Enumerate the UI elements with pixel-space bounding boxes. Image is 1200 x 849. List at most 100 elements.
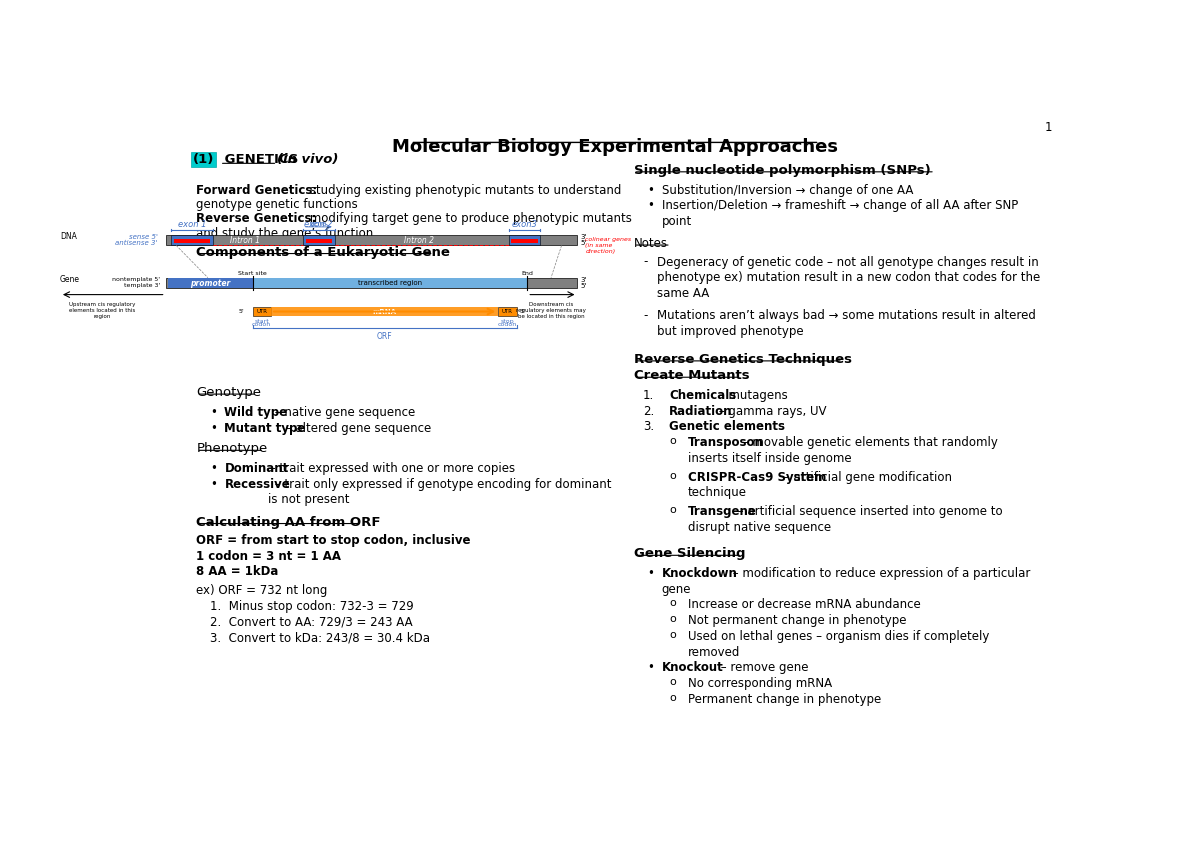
Text: o: o — [668, 470, 676, 481]
Text: gene: gene — [310, 221, 328, 227]
Text: studying existing phenotypic mutants to understand: studying existing phenotypic mutants to … — [306, 183, 622, 197]
Text: UTR: UTR — [502, 309, 512, 314]
Text: Reverse Genetics Techniques: Reverse Genetics Techniques — [634, 353, 852, 366]
Bar — [511, 239, 538, 243]
Text: 3.  Convert to kDa: 243/8 = 30.4 kDa: 3. Convert to kDa: 243/8 = 30.4 kDa — [210, 632, 431, 644]
Text: template 3': template 3' — [124, 284, 161, 289]
FancyBboxPatch shape — [191, 152, 216, 166]
Text: inserts itself inside genome: inserts itself inside genome — [688, 452, 851, 464]
Text: Degeneracy of genetic code – not all genotype changes result in: Degeneracy of genetic code – not all gen… — [656, 256, 1038, 268]
Text: Components of a Eukaryotic Gene: Components of a Eukaryotic Gene — [197, 245, 450, 259]
Text: Phenotype: Phenotype — [197, 442, 268, 455]
Text: stop: stop — [500, 318, 514, 323]
Text: – remove gene: – remove gene — [718, 661, 809, 674]
Text: Genetic elements: Genetic elements — [668, 420, 785, 433]
Text: – trait only expressed if genotype encoding for dominant: – trait only expressed if genotype encod… — [271, 478, 612, 491]
Text: codon: codon — [252, 323, 271, 328]
Text: – artificial sequence inserted into genome to: – artificial sequence inserted into geno… — [733, 505, 1002, 518]
Text: 8 AA = 1kDa: 8 AA = 1kDa — [197, 565, 278, 578]
Text: promoter: promoter — [191, 278, 230, 288]
Text: mRNA: mRNA — [373, 308, 397, 314]
Text: – modification to reduce expression of a particular: – modification to reduce expression of a… — [730, 567, 1031, 580]
Text: •: • — [648, 661, 654, 674]
Text: Molecular Biology Experimental Approaches: Molecular Biology Experimental Approache… — [392, 138, 838, 156]
Text: Knockout: Knockout — [661, 661, 724, 674]
Bar — [166, 234, 577, 245]
Text: o: o — [668, 436, 676, 446]
Text: Not permanent change in phenotype: Not permanent change in phenotype — [688, 614, 906, 627]
Text: Gene Silencing: Gene Silencing — [634, 548, 745, 560]
Text: start: start — [254, 318, 269, 323]
Text: Upstream cis regulatory
elements located in this
region: Upstream cis regulatory elements located… — [70, 302, 136, 319]
Text: -: - — [643, 256, 647, 268]
Text: o: o — [668, 693, 676, 703]
Text: Recessive: Recessive — [224, 478, 290, 491]
Text: Forward Genetics:: Forward Genetics: — [197, 183, 318, 197]
Text: Single nucleotide polymorphism (SNPs): Single nucleotide polymorphism (SNPs) — [634, 164, 930, 177]
Text: Calculating AA from ORF: Calculating AA from ORF — [197, 515, 382, 529]
Text: Gene: Gene — [60, 275, 80, 284]
Text: is not present: is not present — [239, 493, 350, 507]
Text: Used on lethal genes – organism dies if completely: Used on lethal genes – organism dies if … — [688, 630, 989, 643]
Text: (1): (1) — [193, 153, 215, 166]
Text: 3.: 3. — [643, 420, 654, 433]
Text: transcribed region: transcribed region — [358, 280, 422, 286]
Text: – movable genetic elements that randomly: – movable genetic elements that randomly — [739, 436, 997, 449]
Text: End: End — [521, 271, 533, 276]
Text: Mutations aren’t always bad → some mutations result in altered: Mutations aren’t always bad → some mutat… — [656, 309, 1036, 322]
Text: colinear genes
(in same
direction): colinear genes (in same direction) — [586, 237, 631, 254]
Text: UTR: UTR — [256, 309, 268, 314]
Text: GENETICS: GENETICS — [220, 153, 302, 166]
Text: point: point — [661, 215, 691, 228]
Text: phenotype ex) mutation result in a new codon that codes for the: phenotype ex) mutation result in a new c… — [656, 271, 1040, 284]
Text: Increase or decrease mRNA abundance: Increase or decrease mRNA abundance — [688, 599, 920, 611]
Text: genotype genetic functions: genotype genetic functions — [197, 198, 359, 211]
Bar — [253, 307, 271, 316]
Text: Start site: Start site — [239, 271, 268, 276]
Text: Genotype: Genotype — [197, 386, 262, 399]
Bar — [306, 239, 332, 243]
Text: exon 2: exon 2 — [305, 221, 332, 229]
Text: No corresponding mRNA: No corresponding mRNA — [688, 677, 832, 690]
Text: •: • — [210, 462, 217, 475]
Text: •: • — [648, 200, 654, 212]
Text: antisense 3': antisense 3' — [115, 240, 157, 246]
Text: ORF = from start to stop codon, inclusive: ORF = from start to stop codon, inclusiv… — [197, 534, 470, 547]
Bar — [174, 239, 210, 243]
Text: •: • — [210, 406, 217, 419]
Text: 2.: 2. — [643, 405, 654, 418]
Text: 1: 1 — [1044, 121, 1052, 134]
Text: – native gene sequence: – native gene sequence — [271, 406, 415, 419]
Text: same AA: same AA — [656, 287, 709, 300]
Bar — [170, 235, 214, 245]
Text: 1.: 1. — [643, 389, 654, 402]
Text: – artificial gene modification: – artificial gene modification — [780, 470, 952, 484]
Text: -: - — [643, 309, 647, 322]
Bar — [498, 307, 517, 316]
Text: CRISPR-Cas9 System: CRISPR-Cas9 System — [688, 470, 826, 484]
Text: Mutant type: Mutant type — [224, 422, 306, 435]
Bar — [509, 235, 540, 245]
Text: – altered gene sequence: – altered gene sequence — [282, 422, 431, 435]
Text: o: o — [668, 599, 676, 609]
Text: Create Mutants: Create Mutants — [634, 369, 749, 382]
Text: 1 codon = 3 nt = 1 AA: 1 codon = 3 nt = 1 AA — [197, 549, 342, 563]
Text: 3': 3' — [520, 309, 526, 314]
Text: Permanent change in phenotype: Permanent change in phenotype — [688, 693, 881, 706]
Text: gene: gene — [661, 582, 691, 596]
Text: Intron 2: Intron 2 — [404, 236, 434, 245]
Bar — [168, 278, 253, 288]
Text: Transposon: Transposon — [688, 436, 763, 449]
Text: Wild type: Wild type — [224, 406, 288, 419]
Text: 3': 3' — [580, 277, 587, 283]
Text: exon3: exon3 — [511, 221, 538, 229]
Text: Substitution/Inversion → change of one AA: Substitution/Inversion → change of one A… — [661, 183, 913, 197]
Text: Radiation: Radiation — [668, 405, 732, 418]
Text: modifying target gene to produce phenotypic mutants: modifying target gene to produce phenoty… — [306, 212, 632, 225]
Bar — [271, 307, 498, 316]
Text: Transgene: Transgene — [688, 505, 756, 518]
Text: Knockdown: Knockdown — [661, 567, 737, 580]
Text: •: • — [648, 183, 654, 197]
Text: 5': 5' — [580, 240, 587, 246]
Text: DNA: DNA — [60, 233, 77, 241]
